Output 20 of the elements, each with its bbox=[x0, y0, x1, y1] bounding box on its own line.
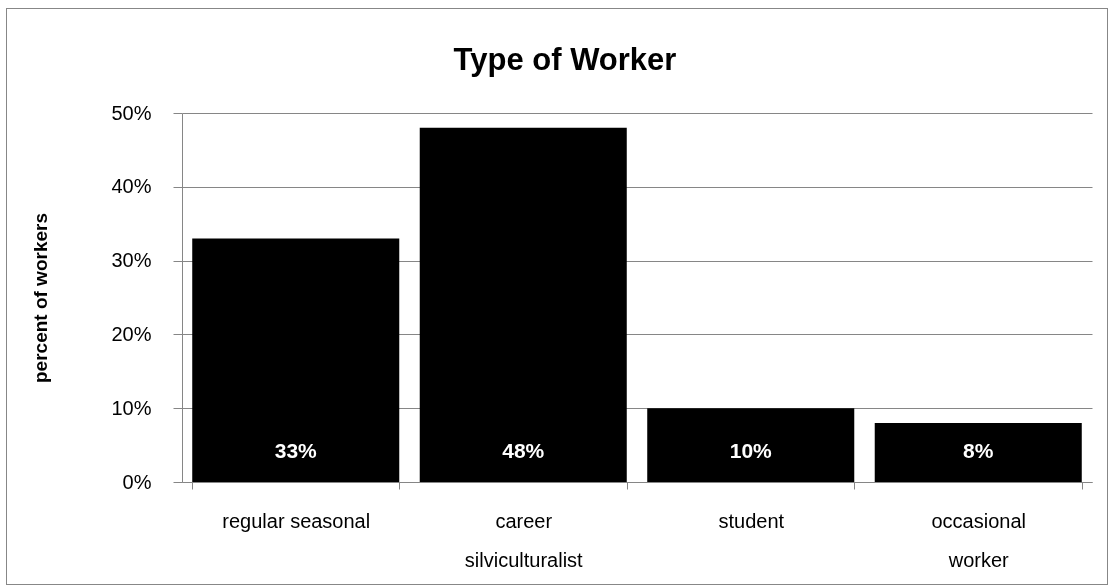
x-tick-label: regular seasonal bbox=[222, 509, 371, 532]
y-tick-label: 10% bbox=[111, 396, 152, 419]
y-tick-label: 40% bbox=[111, 175, 152, 198]
y-tick-label: 30% bbox=[111, 249, 152, 272]
data-label: 48% bbox=[502, 439, 545, 462]
bar bbox=[647, 408, 855, 482]
y-axis-title: percent of workers bbox=[30, 213, 52, 383]
bar bbox=[874, 422, 1082, 482]
y-tick-label: 50% bbox=[111, 101, 152, 124]
data-label: 33% bbox=[274, 439, 318, 462]
data-label: 8% bbox=[963, 439, 994, 462]
y-tick-label: 0% bbox=[122, 470, 152, 493]
x-tick-label: career silviculturalist bbox=[464, 509, 584, 571]
bar bbox=[192, 238, 400, 482]
bar bbox=[419, 127, 627, 482]
data-label: 10% bbox=[729, 439, 773, 462]
chart-title: Type of Worker bbox=[453, 42, 677, 77]
x-tick-label: student bbox=[718, 509, 785, 532]
y-tick-label: 20% bbox=[111, 322, 152, 345]
x-tick-label: occasional worker bbox=[931, 509, 1027, 571]
